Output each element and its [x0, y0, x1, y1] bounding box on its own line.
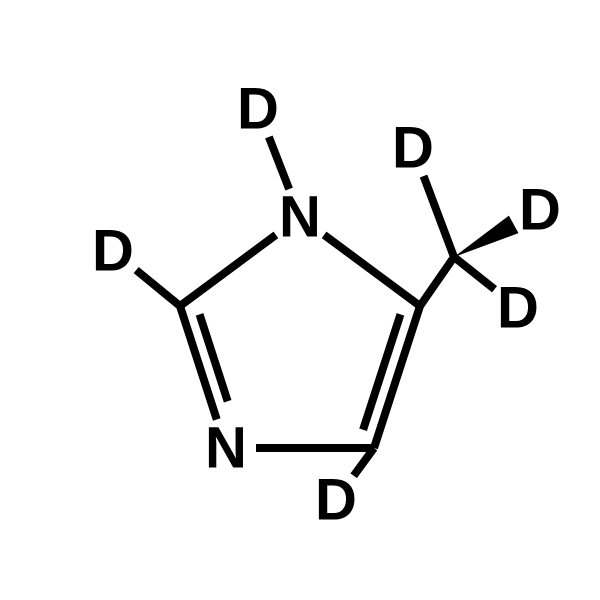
bond [454, 257, 495, 289]
bond-wedge [454, 216, 518, 257]
bond [136, 270, 180, 306]
bond [180, 235, 276, 306]
atom-label-d: D [497, 276, 539, 341]
bond [420, 257, 454, 306]
atom-label-d: D [392, 116, 434, 181]
bond [269, 137, 289, 189]
bond [424, 176, 454, 257]
atom-label-d: D [92, 219, 134, 284]
atom-label-d: D [315, 468, 357, 533]
atom-label-n: N [279, 185, 321, 250]
molecule-diagram: NNDDDDDD [0, 0, 600, 600]
atom-label-d: D [237, 77, 279, 142]
atom-label-d: D [519, 178, 561, 243]
bond [324, 235, 420, 306]
atom-label-n: N [205, 416, 247, 481]
